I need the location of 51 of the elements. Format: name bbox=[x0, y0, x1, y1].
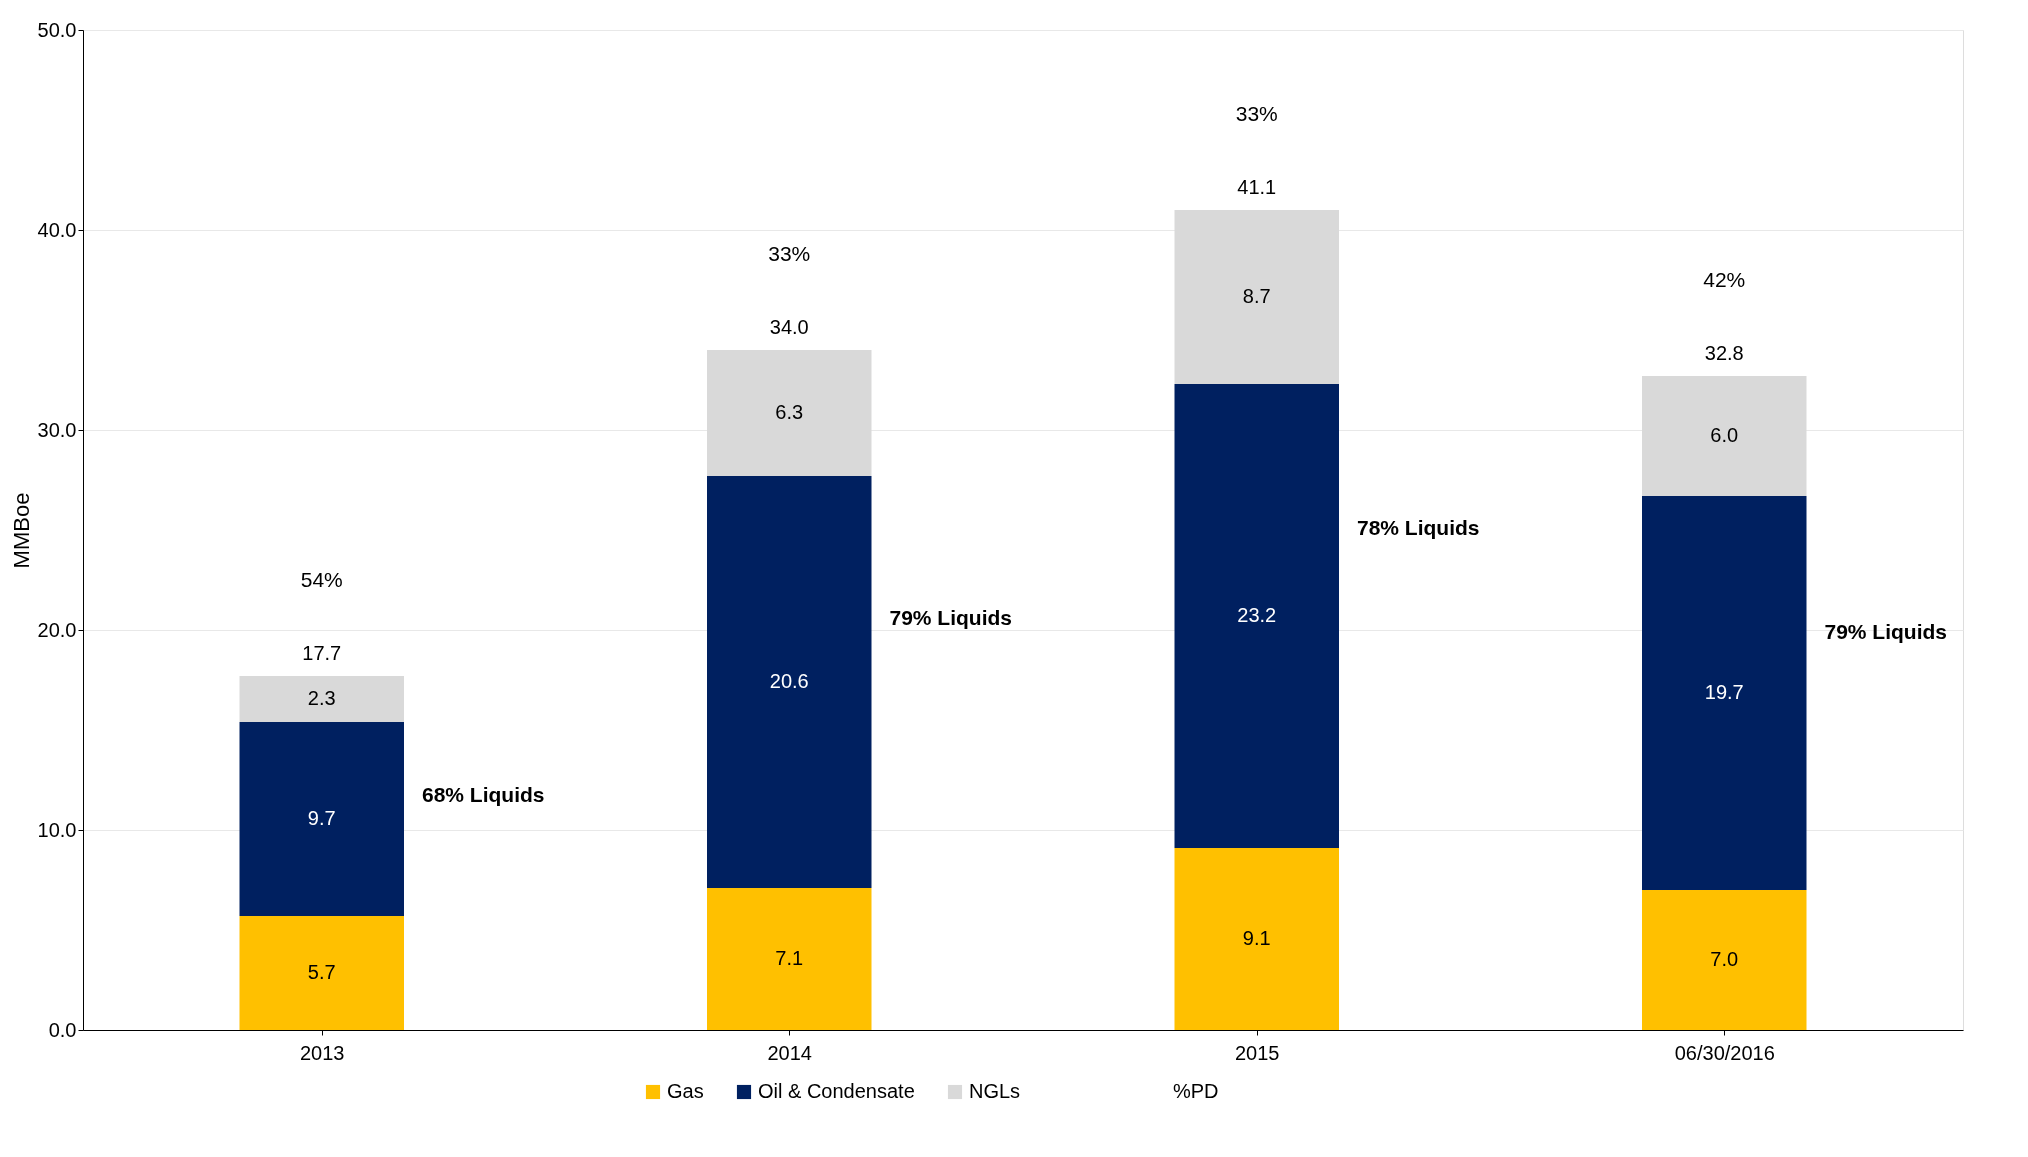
y-tick-label: 20.0 bbox=[37, 618, 77, 641]
x-tick-label: 2015 bbox=[1235, 1041, 1280, 1064]
data-label: 5.7 bbox=[307, 961, 336, 983]
data-label: 6.3 bbox=[775, 401, 804, 423]
annotation: 33% bbox=[1235, 102, 1278, 125]
bar bbox=[707, 888, 872, 1030]
data-label: 19.7 bbox=[1704, 681, 1744, 703]
total-label: 17.7 bbox=[302, 642, 342, 664]
data-label: 9.1 bbox=[1242, 927, 1271, 949]
x-tick-label: 06/30/2016 bbox=[1674, 1041, 1775, 1064]
data-label: 7.1 bbox=[775, 947, 804, 969]
annotation: 78% Liquids bbox=[1357, 516, 1480, 539]
legend-label: Oil & Condensate bbox=[758, 1080, 915, 1102]
total-label: 41.1 bbox=[1237, 176, 1277, 198]
bar bbox=[707, 476, 872, 888]
bar bbox=[239, 722, 404, 916]
data-label: 20.6 bbox=[769, 670, 809, 692]
bar bbox=[239, 676, 404, 722]
annotation: 54% bbox=[300, 568, 343, 591]
total-label: 32.8 bbox=[1704, 342, 1744, 364]
bar bbox=[1174, 384, 1339, 848]
annotation: 68% Liquids bbox=[422, 783, 545, 806]
y-tick-label: 50.0 bbox=[37, 18, 77, 41]
y-tick-label: 10.0 bbox=[37, 818, 77, 841]
bar bbox=[1642, 496, 1807, 890]
data-label: 23.2 bbox=[1237, 604, 1277, 626]
bar bbox=[1642, 376, 1807, 496]
y-tick-label: 30.0 bbox=[37, 418, 77, 441]
text: %PD bbox=[1173, 1080, 1219, 1102]
y-tick-label: 40.0 bbox=[37, 218, 77, 241]
x-tick-label: 2014 bbox=[767, 1041, 812, 1064]
annotation: 42% bbox=[1703, 268, 1746, 291]
data-label: 8.7 bbox=[1242, 285, 1271, 307]
bar bbox=[1174, 848, 1339, 1030]
bar bbox=[1642, 890, 1807, 1030]
legend-label: NGLs bbox=[969, 1080, 1021, 1102]
annotation: 33% bbox=[768, 242, 811, 265]
data-label: 7.0 bbox=[1710, 948, 1739, 970]
annotation: 79% Liquids bbox=[889, 606, 1013, 629]
bar bbox=[707, 350, 872, 476]
data-label: 9.7 bbox=[307, 807, 336, 829]
y-axis-title: MMBoe bbox=[8, 492, 34, 569]
x-tick-label: 2013 bbox=[300, 1041, 345, 1064]
annotation: 79% Liquids bbox=[1824, 620, 1948, 643]
legend-label: Gas bbox=[667, 1080, 704, 1102]
bar bbox=[1174, 210, 1339, 384]
y-tick-label: 0.0 bbox=[48, 1018, 77, 1041]
total-label: 34.0 bbox=[769, 316, 809, 338]
data-label: 6.0 bbox=[1710, 424, 1739, 446]
data-label: 2.3 bbox=[307, 687, 336, 709]
bar bbox=[239, 916, 404, 1030]
